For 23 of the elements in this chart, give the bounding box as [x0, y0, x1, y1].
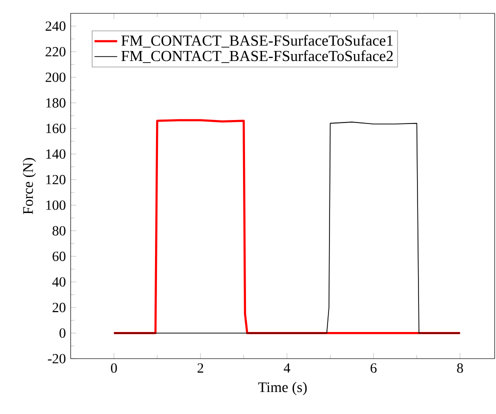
x-tick-label: 0 — [110, 363, 117, 373]
y-tick-label: 0 — [60, 328, 66, 338]
y-tick-label: 160 — [46, 124, 66, 134]
y-tick-label: 40 — [52, 277, 66, 287]
y-axis-title: Force (N) — [22, 158, 36, 214]
x-tick-label: 6 — [370, 363, 377, 373]
y-tick-label: 180 — [46, 98, 66, 108]
y-tick-label: 140 — [46, 149, 66, 159]
x-tick-label: 4 — [284, 363, 290, 373]
y-tick-label: -20 — [48, 354, 66, 364]
y-tick-label: 220 — [46, 47, 66, 56]
legend-label: FM_CONTACT_BASE-FSurfaceToSuface2 — [121, 50, 393, 63]
y-tick-label: 80 — [52, 226, 66, 236]
x-tick-label: 2 — [198, 363, 204, 373]
y-tick-label: 100 — [46, 200, 66, 210]
x-axis-title: Time (s) — [258, 382, 307, 396]
y-tick-label: 20 — [52, 302, 66, 312]
x-tick-label: 8 — [457, 363, 463, 373]
legend-label: FM_CONTACT_BASE-FSurfaceToSuface1 — [121, 34, 393, 48]
y-tick-label: 240 — [46, 21, 66, 31]
y-tick-label: 120 — [46, 174, 66, 184]
y-tick-label: 200 — [46, 72, 66, 82]
y-tick-label: 60 — [52, 252, 66, 262]
